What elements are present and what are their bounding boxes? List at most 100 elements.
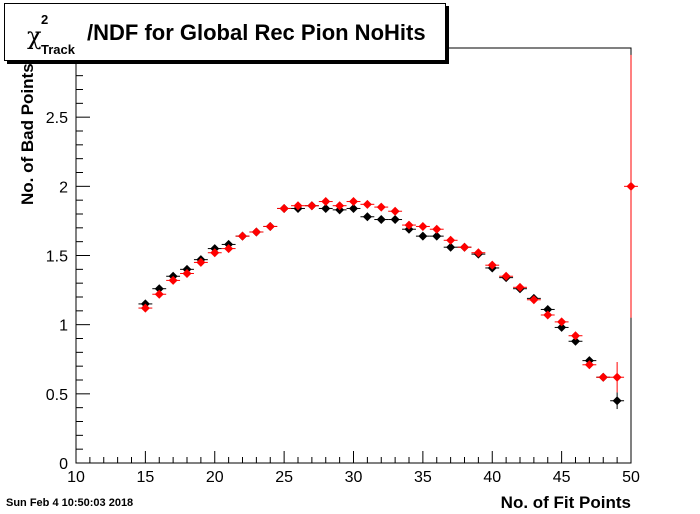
diamond-marker [404,220,414,230]
diamond-marker [543,304,553,314]
data-point [235,231,250,241]
diamond-marker [210,248,220,258]
diamond-marker [154,289,164,299]
axes [75,47,632,464]
diamond-marker [446,235,456,245]
data-point [193,257,208,267]
diamond-marker [376,202,386,212]
data-point [332,201,347,211]
data-point [318,197,333,207]
diamond-marker [543,310,553,320]
data-point [485,260,500,270]
title-symbol: χ [27,22,42,50]
data-point [166,275,181,285]
title-superscript: 2 [41,12,49,27]
diamond-marker [362,199,372,209]
diamond-marker [584,360,594,370]
diamond-marker [571,336,580,346]
diamond-marker [432,224,442,234]
data-point [513,282,527,292]
data-point [249,227,264,237]
data-point [568,336,583,346]
diamond-marker [196,257,206,267]
data-point [277,203,292,213]
data-point [457,242,472,252]
x-tick-label: 35 [414,469,432,486]
data-point [221,244,236,254]
data-point [304,201,319,211]
data-point [291,201,305,211]
x-tick-label: 50 [622,469,640,486]
data-point [596,372,611,382]
diamond-marker [515,282,525,292]
data-point [263,221,278,231]
data-point [610,362,625,393]
diamond-marker [446,242,456,252]
diamond-marker [418,231,428,241]
x-axis-label: No. of Fit Points [500,493,631,512]
diamond-marker [182,268,192,278]
x-tick-label: 30 [345,469,363,486]
data-point [443,242,458,252]
title-subscript: Track [41,42,75,57]
series-1 [138,54,638,393]
diamond-marker [376,215,386,225]
diamond-marker [307,201,317,211]
data-point [526,295,541,305]
diamond-marker [321,197,331,207]
diamond-marker [626,181,636,191]
data-point [388,215,403,225]
diamond-marker [571,331,580,341]
diamond-marker [612,396,622,406]
data-point [624,54,638,318]
data-point [152,289,167,299]
data-point [554,317,569,327]
y-tick-label: 0.5 [46,387,68,404]
data-point [318,203,333,213]
data-point [346,197,361,207]
x-tick-label: 40 [483,469,501,486]
diamond-marker [349,197,358,207]
data-point [388,206,403,216]
diamond-marker [362,212,372,222]
x-tick-label: 15 [136,469,154,486]
diamond-marker [432,231,442,241]
diamond-marker [321,203,331,213]
plot-frame [75,47,632,464]
series-0 [138,201,625,410]
x-tick-label: 45 [553,469,571,486]
x-tick-label: 20 [206,469,224,486]
diamond-marker [612,372,622,382]
data-point [443,235,458,245]
diamond-marker [293,201,303,211]
diamond-marker [265,221,275,231]
data-point [582,360,597,370]
timestamp: Sun Feb 4 10:50:03 2018 [6,497,134,509]
diamond-marker [390,215,400,225]
diamond-marker [279,203,289,213]
data-point [360,199,375,209]
data-point [415,221,430,231]
data-point [402,220,416,230]
y-axis-label: No. of Bad Points [18,63,37,205]
diamond-marker [251,227,261,237]
diamond-marker [557,322,567,332]
title-box: χ 2 Track /NDF for Global Rec Pion NoHit… [4,3,446,61]
data-point [374,202,389,212]
diamond-marker [557,317,567,327]
data-point [374,215,389,225]
diamond-marker [238,231,247,241]
diamond-marker [168,275,178,285]
data-point [429,231,444,241]
y-tick-label: 2 [59,179,68,196]
y-tick-label: 1.5 [46,249,68,266]
data-point [415,231,430,241]
y-tick-label: 0 [59,456,68,473]
diamond-marker [487,260,497,270]
x-tick-label: 25 [275,469,293,486]
diamond-marker [390,206,400,216]
data-point [568,331,583,341]
data-point [471,248,486,258]
y-tick-label: 1 [59,318,68,335]
data-point [346,203,361,213]
